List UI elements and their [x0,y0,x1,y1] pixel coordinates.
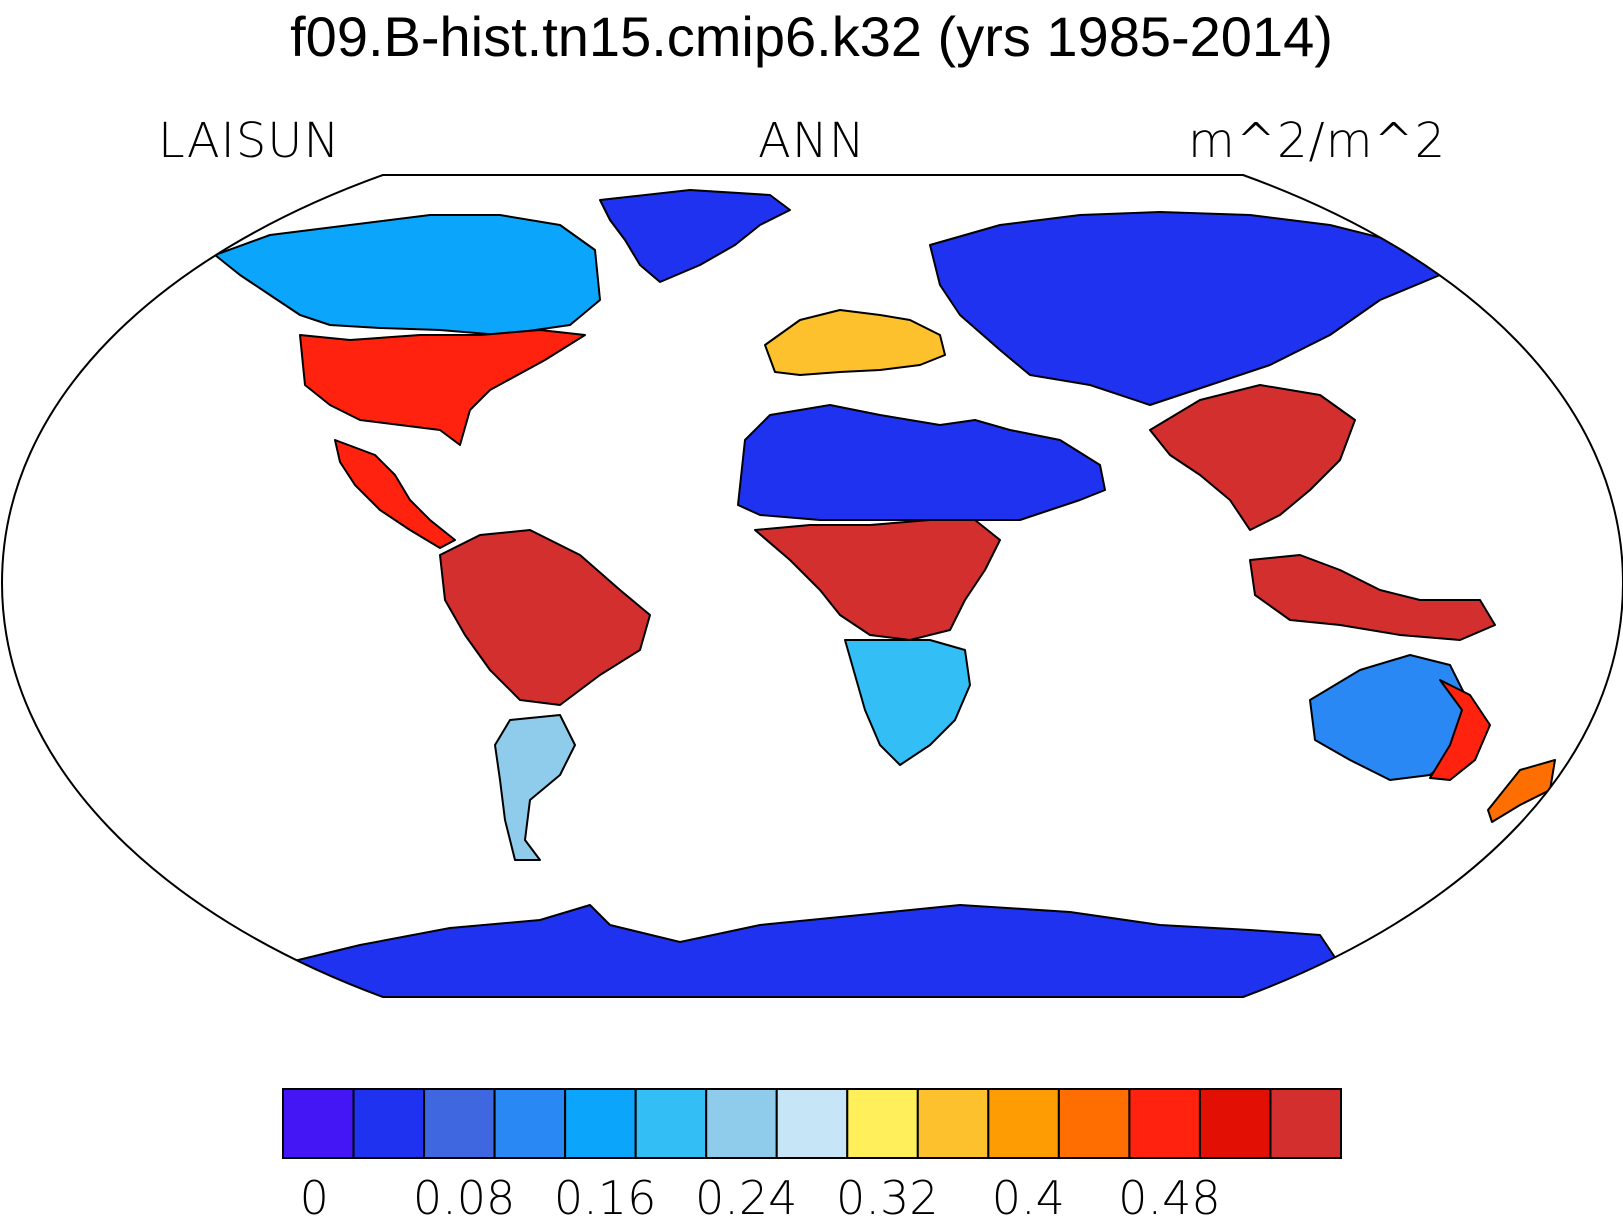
region-central-africa [754,519,1001,641]
colorbar-box [634,1088,708,1159]
colorbar-box [846,1088,919,1159]
region-indonesia-and-new-guinea [1249,554,1496,641]
variable-label: LAISUN [158,113,341,169]
region-canada [214,214,601,336]
colorbar-box [705,1088,778,1159]
colorbar-tick-label: 0.32 [836,1171,939,1225]
colorbar-tick-label: 0.16 [553,1171,657,1225]
colorbar-tick-label: 0 [299,1171,329,1225]
units-label: m^2/m^2 [1188,113,1447,169]
colorbar-tick-label: 0.48 [1118,1171,1221,1225]
region-eastern-united-states [299,329,586,446]
colorbar-box [564,1088,637,1159]
plot-title: f09.B-hist.tn15.cmip6.k32 (yrs 1985-2014… [290,5,1333,68]
colorbar-box [352,1088,426,1159]
map-border [0,174,1623,998]
region-greenland [599,189,791,283]
colorbar-box [1057,1088,1131,1159]
colorbar-box [775,1088,849,1159]
colorbar-box [987,1088,1060,1159]
colorbar-box [493,1088,567,1159]
colorbar-tick-label: 0.08 [412,1171,516,1225]
colorbar-box [916,1088,990,1159]
region-mexico-and-central-america [334,439,456,549]
region-southern-africa [844,639,971,766]
region-eastern-australia-coast [1429,679,1491,781]
region-amazon [439,529,651,706]
region-sahara-and-arabia [737,404,1106,521]
colorbar-tick-label: 0.24 [694,1171,798,1225]
region-southern-south-america [494,714,576,861]
region-western-europe [764,309,946,376]
region-southeast-china-and-southeast-asia [1149,384,1356,531]
colorbar-box [1198,1088,1272,1159]
season-label: ANN [758,113,866,169]
colorbar-tick-label: 0.4 [991,1171,1065,1225]
colorbar-box [282,1088,355,1159]
colorbar-box [423,1088,496,1159]
colorbar-box [1269,1088,1342,1159]
region-new-zealand [1487,759,1556,823]
colorbar-box [1128,1088,1201,1159]
region-siberia-and-central-asia [929,211,1441,406]
